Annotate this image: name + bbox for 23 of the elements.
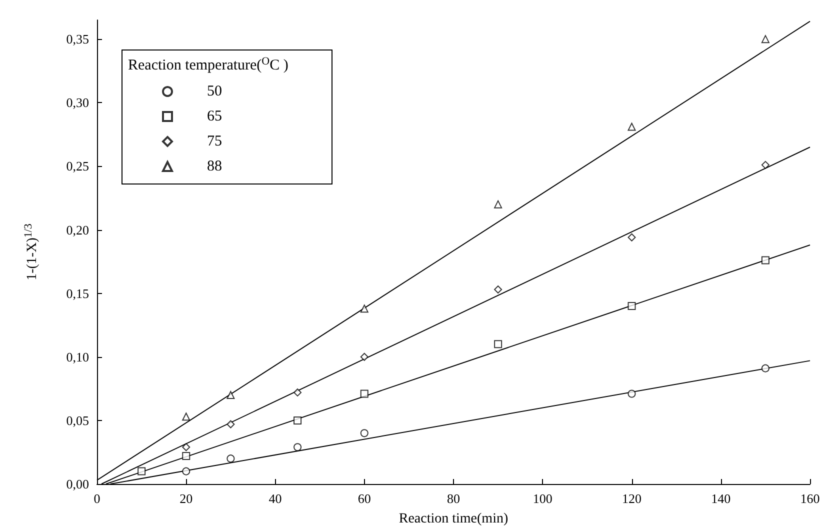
- y-tick-label: 0,15: [66, 286, 89, 301]
- legend-label: 75: [207, 134, 222, 150]
- y-tick-label: 0,35: [66, 32, 89, 47]
- y-tick-label: 0,25: [66, 158, 89, 174]
- y-tick-label: 0,00: [66, 476, 89, 492]
- x-tick-label: 60: [358, 491, 371, 506]
- legend-label: 88: [207, 158, 222, 174]
- y-tick-label: 0,20: [66, 222, 89, 238]
- x-tick-label: 100: [532, 491, 552, 506]
- x-tick-label: 160: [800, 491, 820, 506]
- legend-label: 65: [207, 108, 222, 124]
- x-tick-label: 120: [622, 491, 642, 506]
- y-tick-label: 0,10: [66, 349, 89, 364]
- x-tick-label: 20: [180, 491, 193, 506]
- x-tick-label: 140: [711, 491, 731, 506]
- x-axis-title: Reaction time(min): [398, 512, 508, 526]
- x-tick-label: 0: [94, 491, 100, 506]
- y-tick-label: 0,05: [66, 412, 89, 428]
- y-tick-label: 0,30: [66, 95, 89, 110]
- x-tick-label: 40: [268, 491, 282, 506]
- legend-label: 50: [207, 84, 222, 100]
- x-tick-label: 80: [447, 491, 460, 506]
- y-axis-title: 1-(1-X)1/3: [22, 223, 40, 280]
